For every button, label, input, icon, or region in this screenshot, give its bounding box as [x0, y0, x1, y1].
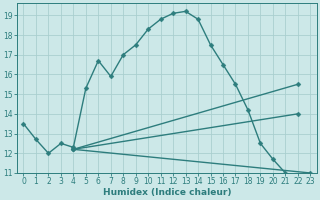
X-axis label: Humidex (Indice chaleur): Humidex (Indice chaleur)	[103, 188, 231, 197]
